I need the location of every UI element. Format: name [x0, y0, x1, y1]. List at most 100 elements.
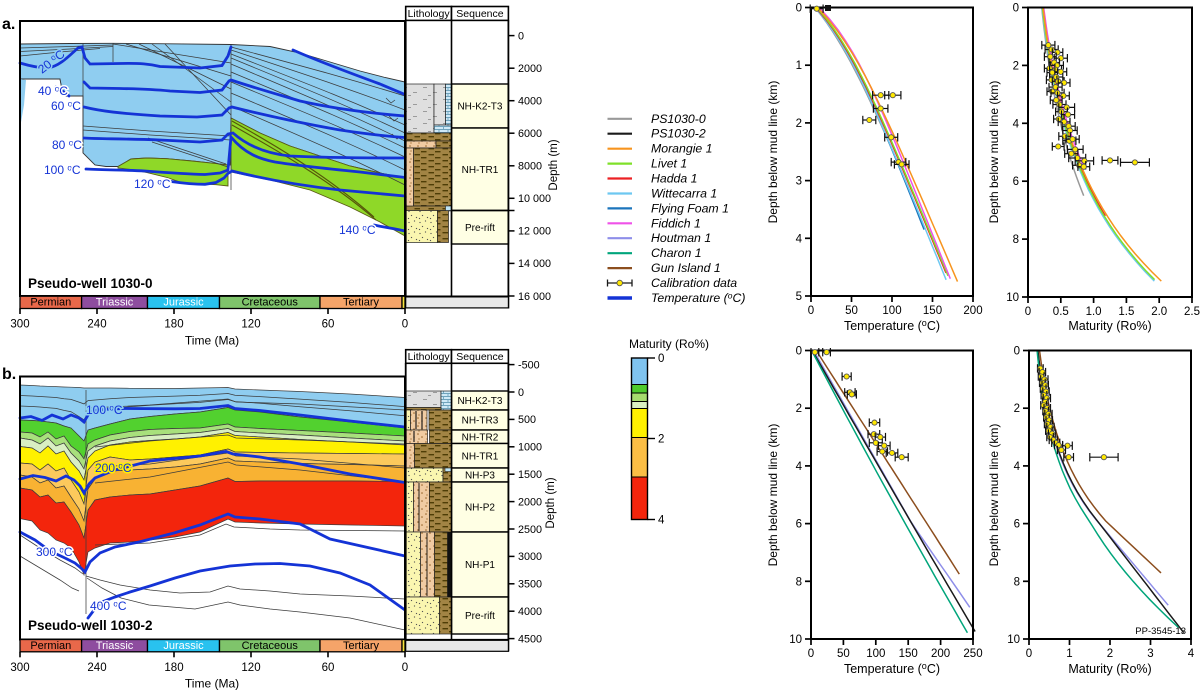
svg-text:PS1030-2: PS1030-2 — [651, 127, 706, 141]
svg-text:Time (Ma): Time (Ma) — [185, 677, 239, 691]
svg-text:0: 0 — [796, 346, 802, 358]
svg-text:NH-TR3: NH-TR3 — [462, 416, 499, 427]
svg-text:Depth below mud line (km): Depth below mud line (km) — [766, 424, 780, 567]
svg-text:1: 1 — [796, 60, 802, 72]
svg-text:4: 4 — [1013, 118, 1020, 130]
svg-text:2: 2 — [1014, 403, 1020, 415]
svg-text:Cretaceous: Cretaceous — [242, 640, 299, 652]
svg-text:Fiddich 1: Fiddich 1 — [651, 216, 701, 230]
svg-text:Charon 1: Charon 1 — [651, 246, 702, 260]
svg-text:Maturity (Ro%): Maturity (Ro%) — [1068, 319, 1151, 333]
svg-text:Tertiary: Tertiary — [343, 297, 380, 309]
svg-text:2000: 2000 — [518, 496, 542, 508]
svg-text:0: 0 — [402, 662, 408, 674]
svg-text:2: 2 — [1013, 60, 1019, 72]
svg-text:Livet 1: Livet 1 — [651, 157, 687, 171]
svg-text:8000: 8000 — [518, 161, 542, 173]
svg-text:Time (Ma): Time (Ma) — [185, 334, 239, 348]
svg-text:Triassic: Triassic — [96, 640, 134, 652]
svg-text:3500: 3500 — [518, 579, 542, 591]
svg-text:Cretaceous: Cretaceous — [242, 297, 299, 309]
svg-text:10: 10 — [789, 634, 802, 646]
svg-text:Depth (m): Depth (m) — [548, 139, 560, 190]
svg-text:4: 4 — [1188, 648, 1195, 660]
svg-text:40 oC: 40 oC — [38, 84, 68, 98]
svg-text:150: 150 — [923, 305, 942, 317]
svg-text:12 000: 12 000 — [518, 226, 551, 238]
svg-text:Depth below mud line (km): Depth below mud line (km) — [987, 81, 1001, 224]
svg-text:100: 100 — [882, 305, 901, 317]
svg-text:16 000: 16 000 — [518, 291, 551, 303]
svg-text:180: 180 — [164, 319, 183, 331]
svg-text:0: 0 — [1014, 346, 1020, 358]
svg-text:Gun Island 1: Gun Island 1 — [651, 261, 721, 275]
svg-text:a.: a. — [2, 16, 15, 33]
svg-text:1.5: 1.5 — [1118, 306, 1134, 318]
svg-text:2: 2 — [658, 434, 664, 446]
svg-text:Tertiary: Tertiary — [343, 640, 380, 652]
svg-text:240: 240 — [87, 662, 106, 674]
svg-text:3: 3 — [796, 176, 802, 188]
svg-text:NH-P3: NH-P3 — [465, 471, 495, 482]
svg-text:10: 10 — [1006, 292, 1019, 304]
svg-text:0: 0 — [658, 353, 664, 365]
svg-text:60: 60 — [322, 319, 335, 331]
svg-text:Lithology: Lithology — [408, 351, 451, 363]
svg-text:Temperature (oC): Temperature (oC) — [844, 661, 940, 676]
svg-text:Pre-rift: Pre-rift — [465, 223, 495, 234]
svg-text:300: 300 — [10, 662, 29, 674]
svg-text:0: 0 — [402, 319, 408, 331]
svg-text:Permian: Permian — [30, 297, 71, 309]
svg-text:3000: 3000 — [518, 551, 542, 563]
svg-text:1500: 1500 — [518, 469, 542, 481]
svg-text:Permian: Permian — [30, 640, 71, 652]
svg-text:4: 4 — [796, 233, 803, 245]
svg-text:3: 3 — [1147, 648, 1153, 660]
svg-text:Temperature (oC): Temperature (oC) — [651, 291, 746, 306]
svg-text:NH-K2-T3: NH-K2-T3 — [457, 396, 502, 407]
svg-text:Depth below mud line (km): Depth below mud line (km) — [766, 81, 780, 224]
svg-text:0: 0 — [808, 305, 814, 317]
svg-text:NH-TR2: NH-TR2 — [462, 432, 499, 443]
svg-text:5: 5 — [796, 291, 802, 303]
svg-text:Maturity (Ro%): Maturity (Ro%) — [629, 337, 709, 351]
svg-text:14 000: 14 000 — [518, 258, 551, 270]
svg-text:Jurassic: Jurassic — [163, 640, 204, 652]
svg-text:1: 1 — [1066, 648, 1072, 660]
svg-text:NH-TR1: NH-TR1 — [462, 165, 499, 176]
svg-text:120 oC: 120 oC — [134, 177, 171, 191]
svg-text:4000: 4000 — [518, 606, 542, 618]
svg-text:2.0: 2.0 — [1151, 306, 1167, 318]
svg-text:Wittecarra 1: Wittecarra 1 — [651, 187, 717, 201]
svg-text:1000: 1000 — [518, 442, 542, 454]
svg-text:200 oC: 200 oC — [95, 461, 132, 475]
svg-text:120: 120 — [241, 319, 260, 331]
svg-text:1.0: 1.0 — [1086, 306, 1102, 318]
svg-text:0: 0 — [1025, 306, 1031, 318]
svg-text:140 oC: 140 oC — [339, 223, 376, 237]
svg-text:100: 100 — [866, 648, 885, 660]
svg-text:2000: 2000 — [518, 63, 542, 75]
svg-text:300 oC: 300 oC — [36, 545, 73, 559]
svg-text:Flying Foam 1: Flying Foam 1 — [651, 201, 729, 215]
svg-text:b.: b. — [2, 366, 16, 383]
svg-text:NH-P2: NH-P2 — [465, 503, 495, 514]
svg-text:8: 8 — [1013, 234, 1019, 246]
svg-text:60 oC: 60 oC — [51, 99, 81, 113]
svg-text:Depth (m): Depth (m) — [545, 477, 557, 528]
svg-text:Morangie 1: Morangie 1 — [651, 142, 713, 156]
svg-text:PS1030-0: PS1030-0 — [651, 112, 706, 126]
svg-text:Houtman 1: Houtman 1 — [651, 231, 711, 245]
svg-text:NH-K2-T3: NH-K2-T3 — [457, 102, 502, 113]
svg-text:-500: -500 — [518, 359, 540, 371]
svg-text:500: 500 — [518, 414, 536, 426]
svg-text:300: 300 — [10, 319, 29, 331]
svg-text:Lithology: Lithology — [408, 8, 451, 20]
svg-text:Temperature (oC): Temperature (oC) — [844, 318, 940, 333]
svg-text:Maturity (Ro%): Maturity (Ro%) — [1068, 662, 1151, 676]
svg-text:Sequence: Sequence — [456, 351, 503, 363]
svg-text:Pseudo-well 1030-2: Pseudo-well 1030-2 — [28, 618, 153, 633]
svg-text:4: 4 — [658, 515, 665, 527]
svg-text:150: 150 — [899, 648, 918, 660]
svg-text:Pre-rift: Pre-rift — [465, 611, 495, 622]
